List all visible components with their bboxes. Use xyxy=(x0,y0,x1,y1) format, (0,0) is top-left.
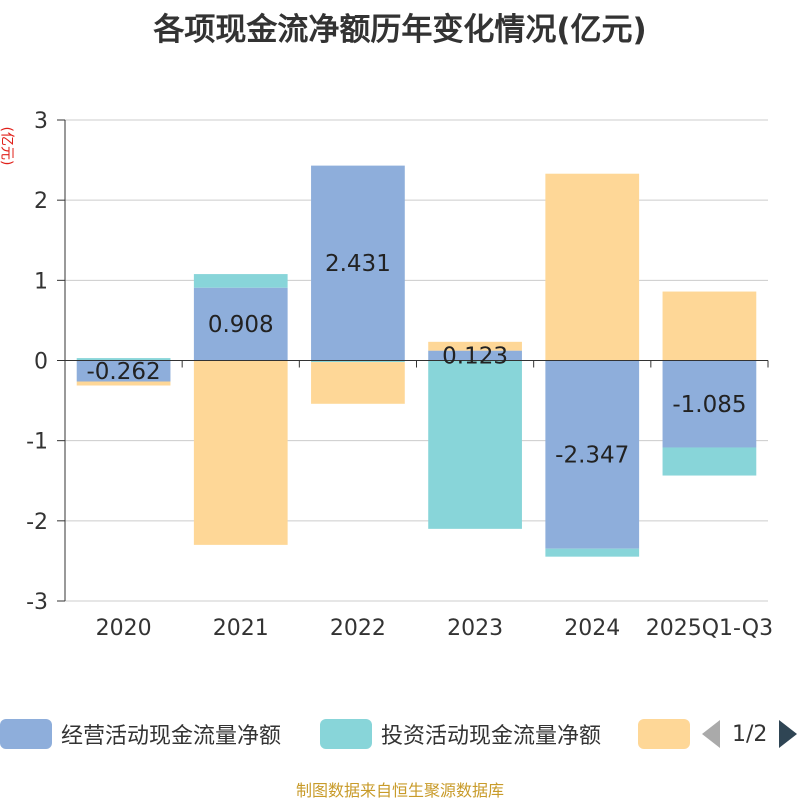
legend-item-operating[interactable]: 经营活动现金流量净额 xyxy=(0,714,281,754)
legend-label-operating: 经营活动现金流量净额 xyxy=(61,724,282,749)
data-label: 0.123 xyxy=(442,344,508,370)
legend-item-investing[interactable]: 投资活动现金流量净额 xyxy=(320,714,601,754)
x-category-label: 2021 xyxy=(213,616,269,641)
bar-segment xyxy=(311,360,405,363)
bar-segment xyxy=(311,362,405,404)
bar-segment xyxy=(662,291,757,361)
data-source-note: 制图数据来自恒生聚源数据库 xyxy=(295,781,504,800)
y-tick-label: 1 xyxy=(34,269,48,294)
pager-next-arrow-icon[interactable] xyxy=(779,720,798,748)
x-category-label: 2023 xyxy=(447,616,503,641)
legend: 经营活动现金流量净额 投资活动现金流量净额 1/2 xyxy=(0,714,800,754)
bar-segment xyxy=(76,360,171,382)
y-tick-label: 2 xyxy=(34,189,48,214)
y-tick-label: 0 xyxy=(34,350,48,375)
bar-segment xyxy=(428,341,522,351)
legend-label-investing: 投资活动现金流量净额 xyxy=(381,724,602,749)
x-category-label: 2025Q1-Q3 xyxy=(646,616,773,641)
legend-item-financing[interactable] xyxy=(638,714,699,754)
legend-swatch-financing xyxy=(638,719,690,749)
data-label: -0.262 xyxy=(87,359,161,385)
bar-segment xyxy=(76,381,171,386)
bar-segment xyxy=(545,173,640,361)
bar-segment xyxy=(662,447,757,476)
bar-segment xyxy=(662,360,757,448)
pager-prev-arrow-icon[interactable] xyxy=(702,720,720,748)
y-tick-label: 3 xyxy=(34,109,48,134)
legend-pager: 1/2 xyxy=(702,714,798,754)
bar-segment xyxy=(76,358,171,361)
bar-segment xyxy=(545,360,640,549)
y-tick-label: -1 xyxy=(26,430,48,455)
legend-swatch-operating xyxy=(0,719,52,749)
legend-swatch-investing xyxy=(320,719,372,749)
data-label: 2.431 xyxy=(325,251,391,277)
bar-segment xyxy=(193,360,288,545)
chart-title: 各项现金流净额历年变化情况(亿元) xyxy=(153,12,647,48)
data-label: -1.085 xyxy=(672,392,746,418)
bar-segment xyxy=(311,165,405,361)
bar-segment xyxy=(545,548,640,557)
x-category-label: 2020 xyxy=(96,616,152,641)
x-category-label: 2022 xyxy=(330,616,386,641)
y-tick-label: -2 xyxy=(26,510,48,535)
x-category-label: 2024 xyxy=(564,616,620,641)
bar-segment xyxy=(193,287,288,361)
bar-segment xyxy=(193,274,288,288)
bar-segment xyxy=(428,360,522,529)
data-label: 0.908 xyxy=(208,312,274,338)
data-label: -2.347 xyxy=(555,443,629,469)
y-tick-label: -3 xyxy=(26,590,48,615)
pager-page-indicator: 1/2 xyxy=(732,721,768,747)
bar-segment xyxy=(428,350,522,361)
